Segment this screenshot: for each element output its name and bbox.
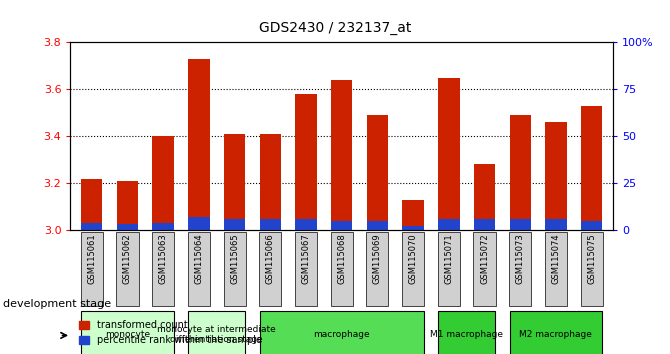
Bar bbox=[224, 134, 245, 230]
Text: monocyte: monocyte bbox=[105, 330, 150, 339]
Bar bbox=[438, 232, 460, 307]
Bar bbox=[509, 219, 531, 230]
Bar bbox=[224, 219, 245, 230]
Text: GSM115074: GSM115074 bbox=[551, 233, 560, 284]
Text: GSM115066: GSM115066 bbox=[266, 233, 275, 284]
Bar bbox=[117, 232, 139, 307]
Bar bbox=[81, 311, 174, 354]
Bar bbox=[581, 232, 603, 307]
Bar bbox=[117, 181, 138, 230]
Bar bbox=[330, 232, 353, 307]
Bar bbox=[438, 219, 460, 230]
Bar bbox=[259, 311, 424, 354]
Bar bbox=[153, 223, 174, 230]
Bar bbox=[188, 311, 245, 354]
Bar bbox=[188, 217, 210, 230]
Bar bbox=[80, 232, 103, 307]
Bar bbox=[581, 106, 602, 230]
Text: GSM115075: GSM115075 bbox=[587, 233, 596, 284]
Bar bbox=[153, 136, 174, 230]
Bar bbox=[259, 232, 281, 307]
Bar bbox=[474, 165, 495, 230]
Text: GSM115062: GSM115062 bbox=[123, 233, 132, 284]
Bar bbox=[545, 219, 567, 230]
Text: M2 macrophage: M2 macrophage bbox=[519, 330, 592, 339]
Bar bbox=[152, 232, 174, 307]
Bar bbox=[509, 311, 602, 354]
Bar bbox=[259, 134, 281, 230]
Text: GSM115064: GSM115064 bbox=[194, 233, 204, 284]
Bar bbox=[545, 122, 567, 230]
Legend: transformed count, percentile rank within the sample: transformed count, percentile rank withi… bbox=[75, 316, 265, 349]
Bar bbox=[474, 232, 496, 307]
Text: GSM115061: GSM115061 bbox=[87, 233, 96, 284]
Bar bbox=[366, 115, 388, 230]
Bar bbox=[438, 311, 495, 354]
Bar bbox=[188, 59, 210, 230]
Bar bbox=[474, 219, 495, 230]
Bar bbox=[366, 221, 388, 230]
Bar bbox=[331, 80, 352, 230]
Bar bbox=[259, 219, 281, 230]
Bar bbox=[581, 221, 602, 230]
Text: GSM115070: GSM115070 bbox=[409, 233, 417, 284]
Text: M1 macrophage: M1 macrophage bbox=[430, 330, 503, 339]
Text: macrophage: macrophage bbox=[314, 330, 370, 339]
Bar bbox=[188, 232, 210, 307]
Bar bbox=[509, 115, 531, 230]
Text: GSM115067: GSM115067 bbox=[302, 233, 310, 284]
Text: GSM115073: GSM115073 bbox=[516, 233, 525, 284]
Bar bbox=[366, 232, 389, 307]
Bar bbox=[402, 232, 424, 307]
Bar bbox=[403, 226, 424, 230]
Bar bbox=[117, 224, 138, 230]
Bar bbox=[81, 223, 103, 230]
Bar bbox=[295, 94, 317, 230]
Text: GSM115072: GSM115072 bbox=[480, 233, 489, 284]
Text: monocyte at intermediate
differentiation stage: monocyte at intermediate differentiation… bbox=[157, 325, 276, 344]
Text: GDS2430 / 232137_at: GDS2430 / 232137_at bbox=[259, 21, 411, 35]
Bar bbox=[224, 232, 246, 307]
Bar bbox=[295, 219, 317, 230]
Text: GSM115065: GSM115065 bbox=[230, 233, 239, 284]
Bar bbox=[331, 221, 352, 230]
Text: GSM115071: GSM115071 bbox=[444, 233, 454, 284]
Bar bbox=[509, 232, 531, 307]
Bar bbox=[545, 232, 567, 307]
Bar bbox=[438, 78, 460, 230]
Text: GSM115069: GSM115069 bbox=[373, 233, 382, 284]
Bar bbox=[403, 200, 424, 230]
Bar bbox=[81, 178, 103, 230]
Text: GSM115068: GSM115068 bbox=[337, 233, 346, 284]
Text: development stage: development stage bbox=[3, 299, 111, 309]
Bar bbox=[295, 232, 317, 307]
Text: GSM115063: GSM115063 bbox=[159, 233, 168, 284]
